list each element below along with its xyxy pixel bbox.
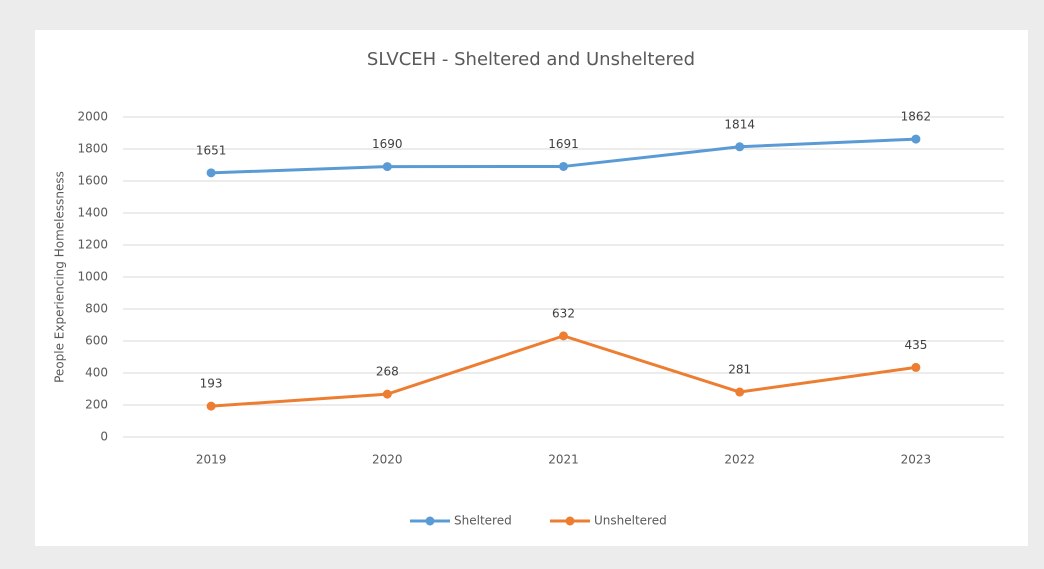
point — [382, 162, 392, 172]
data-label: 193 — [200, 377, 223, 391]
chart-title: SLVCEH - Sheltered and Unsheltered — [367, 49, 695, 70]
point — [735, 387, 745, 397]
y-tick-label: 800 — [85, 302, 108, 316]
legend-label: Sheltered — [454, 514, 512, 528]
y-tick-label: 1400 — [77, 206, 108, 220]
point — [911, 134, 921, 144]
y-tick-label: 1800 — [77, 142, 108, 156]
point — [382, 389, 392, 399]
x-tick-label: 2022 — [724, 453, 755, 467]
data-label: 632 — [552, 306, 575, 320]
y-tick-label: 200 — [85, 398, 108, 412]
x-tick-label: 2019 — [196, 453, 227, 467]
x-tick-label: 2023 — [901, 453, 932, 467]
x-tick-label: 2020 — [372, 453, 403, 467]
data-label: 281 — [728, 363, 751, 377]
point — [206, 401, 216, 411]
point — [735, 142, 745, 152]
point — [559, 161, 568, 171]
data-label: 1814 — [724, 117, 755, 131]
data-label: 1651 — [196, 143, 227, 157]
point — [206, 168, 216, 178]
y-tick-label: 0 — [100, 430, 108, 444]
legend-marker — [565, 516, 575, 526]
y-tick-label: 1200 — [77, 238, 108, 252]
data-label: 1691 — [548, 137, 579, 151]
legend-label: Unsheltered — [594, 514, 667, 528]
data-label: 1862 — [901, 110, 932, 124]
y-tick-label: 2000 — [77, 110, 108, 124]
point — [911, 362, 921, 372]
chart-area — [35, 30, 1028, 546]
data-label: 435 — [904, 338, 927, 352]
point — [559, 331, 568, 341]
x-tick-label: 2021 — [548, 453, 579, 467]
data-label: 268 — [376, 365, 399, 379]
y-tick-label: 600 — [85, 334, 108, 348]
y-tick-label: 1000 — [77, 270, 108, 284]
y-tick-label: 400 — [85, 366, 108, 380]
y-axis-label: People Experiencing Homelessness — [53, 171, 67, 383]
data-label: 1690 — [372, 137, 403, 151]
legend-marker — [425, 516, 435, 526]
y-tick-label: 1600 — [77, 174, 108, 188]
